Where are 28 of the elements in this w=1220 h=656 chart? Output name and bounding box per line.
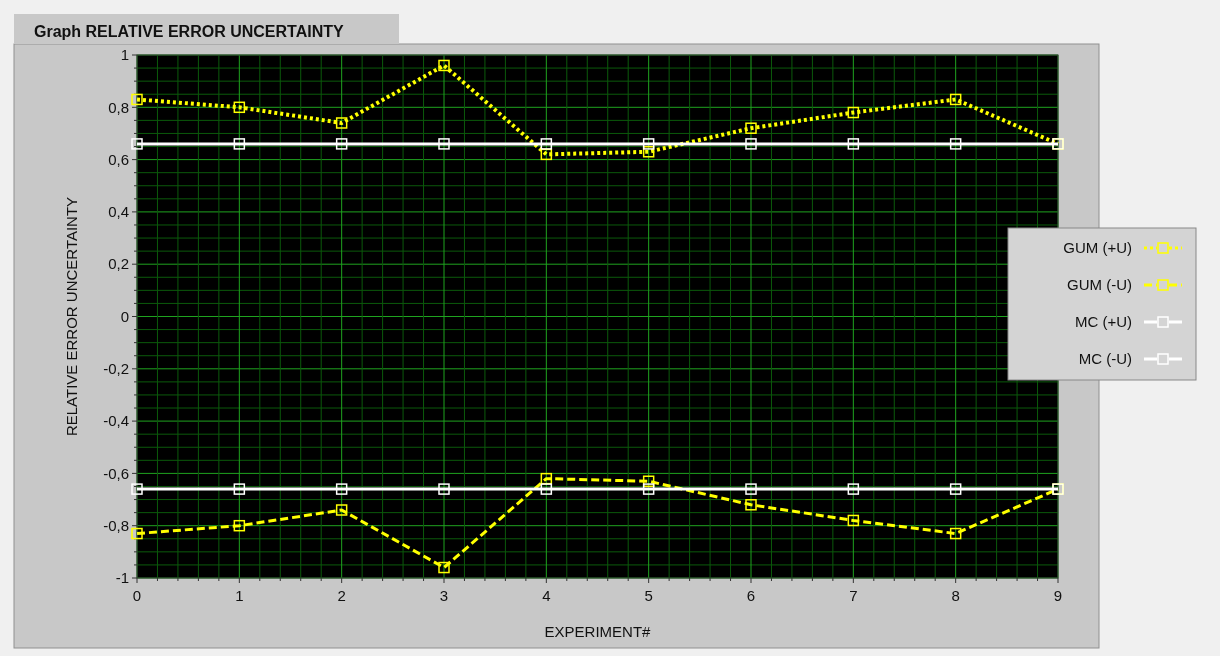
- y-tick-label: 0,4: [108, 203, 129, 221]
- y-tick-label: -1: [115, 569, 129, 587]
- y-tick-label: -0,4: [103, 412, 129, 430]
- y-tick-label: 0,2: [108, 255, 129, 273]
- x-tick-label: 8: [951, 587, 960, 604]
- x-tick-label: 7: [849, 587, 858, 604]
- x-tick-label: 9: [1053, 587, 1063, 604]
- y-tick-label: 0,6: [108, 150, 129, 168]
- x-tick-label: 1: [235, 587, 244, 604]
- x-tick-label: 6: [746, 587, 756, 604]
- y-tick-label: -0,2: [103, 360, 129, 378]
- x-tick-label: 0: [132, 587, 142, 604]
- x-tick-label: 2: [337, 587, 346, 604]
- y-tick-label: 1: [120, 46, 129, 64]
- y-tick-label: 0: [120, 307, 129, 325]
- y-tick-label: -0,8: [103, 516, 129, 534]
- x-axis-title: EXPERIMENT#: [544, 623, 652, 640]
- x-tick-label: 3: [439, 587, 449, 604]
- legend-label: MC (+U): [1074, 313, 1132, 331]
- chart-title: Graph RELATIVE ERROR UNCERTAINTY: [34, 23, 344, 40]
- x-tick-label: 5: [644, 587, 653, 604]
- x-tick-label: 4: [542, 587, 551, 604]
- y-tick-label: -0,6: [103, 464, 129, 482]
- y-axis-title: RELATIVE ERROR UNCERTAINTY: [63, 196, 80, 437]
- legend-label: GUM (-U): [1067, 276, 1132, 294]
- legend-label: GUM (+U): [1063, 239, 1132, 257]
- legend-label: MC (-U): [1078, 350, 1132, 368]
- y-tick-label: 0,8: [108, 98, 129, 116]
